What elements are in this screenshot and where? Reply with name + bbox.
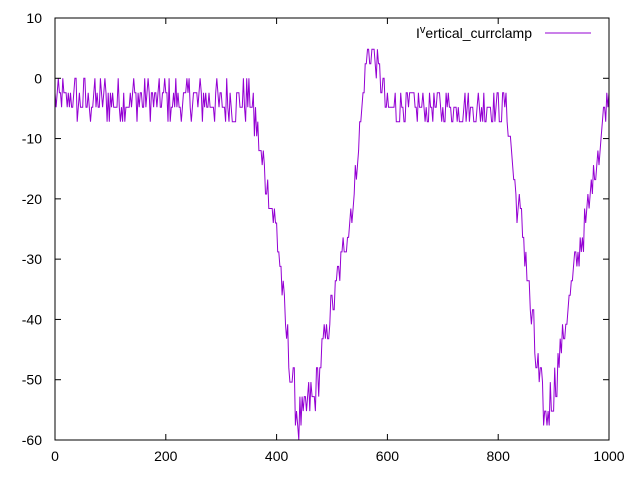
legend-series-label: Ivertical_currclamp (416, 24, 532, 41)
y-tick-label: -30 (22, 251, 42, 267)
y-tick-label: -20 (22, 191, 42, 207)
y-tick-label: -10 (22, 131, 42, 147)
y-tick-label: 0 (34, 70, 42, 86)
x-tick-label: 800 (487, 448, 511, 464)
plot-frame (54, 17, 610, 441)
x-tick-label: 200 (154, 448, 178, 464)
axis-ticks: 0 200 400 600 800 1000 10 0 -10 -20 -30 -40 -50 -60 (22, 10, 625, 464)
x-tick-label: 1000 (593, 448, 624, 464)
y-tick-label: 10 (26, 10, 42, 26)
plot-area (54, 48, 610, 441)
y-tick-label: -50 (22, 372, 42, 388)
x-tick-label: 400 (265, 448, 289, 464)
x-tick-label: 600 (376, 448, 400, 464)
x-tick-label: 0 (51, 448, 59, 464)
y-tick-label: -60 (22, 432, 42, 448)
series-line (54, 48, 610, 441)
legend: Ivertical_currclamp (416, 24, 591, 41)
y-tick-label: -40 (22, 311, 42, 327)
